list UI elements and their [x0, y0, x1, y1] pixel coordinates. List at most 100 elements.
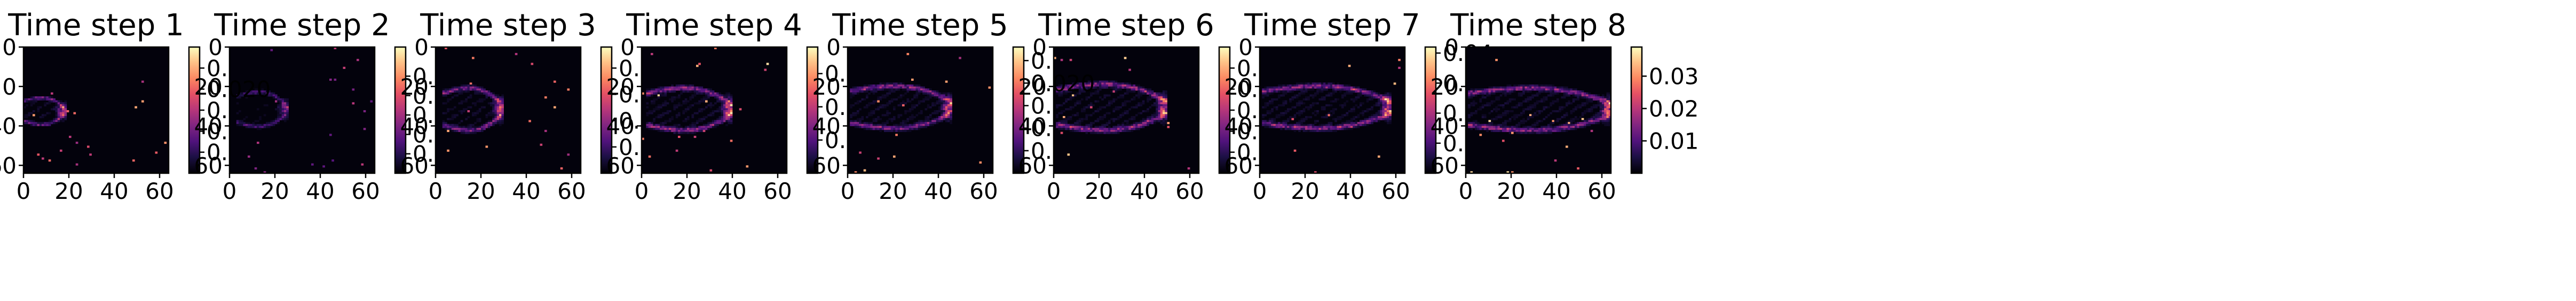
x-tick-label: 0 — [1459, 178, 1473, 204]
x-tick-label: 60 — [145, 178, 173, 204]
y-tick-label: 40 — [1018, 113, 1047, 140]
y-tick-label: 20 — [1431, 74, 1459, 100]
plot-frame — [22, 46, 170, 174]
y-tick-label: 60 — [1018, 152, 1047, 179]
heatmap-background — [230, 47, 375, 173]
x-tick-label: 20 — [673, 178, 701, 204]
colorbar-overlap-label: 0.020 — [207, 76, 271, 103]
y-tick-label: 20 — [606, 74, 635, 100]
heatmap-cells — [642, 47, 769, 172]
y-tick-label: 20 — [194, 74, 223, 100]
plot-frame — [228, 46, 376, 174]
panel-title: Time step 8 — [1450, 8, 1626, 43]
x-tick-label: 20 — [54, 178, 83, 204]
plot-frame — [641, 46, 788, 174]
colorbar — [807, 47, 818, 173]
x-tick-label: 20 — [1291, 178, 1319, 204]
panel-4: Time step 4020406002040600.0050.0100.015 — [606, 8, 889, 204]
heatmap-cells — [1468, 59, 1611, 174]
y-tick-label: 0 — [620, 34, 635, 60]
x-tick-label: 40 — [1130, 178, 1158, 204]
y-tick-label: 40 — [194, 113, 223, 140]
y-tick-label: 40 — [1431, 113, 1459, 140]
colorbar-frame — [600, 46, 613, 174]
x-tick-label: 60 — [1381, 178, 1410, 204]
x-tick-label: 0 — [1253, 178, 1267, 204]
colorbar — [601, 47, 612, 173]
y-tick-label: 0 — [1444, 34, 1459, 60]
panel-title: Time step 7 — [1244, 8, 1420, 43]
x-tick-label: 20 — [879, 178, 907, 204]
heatmap-cells — [1262, 59, 1401, 174]
plot-frame — [1465, 46, 1612, 174]
x-tick-label: 0 — [841, 178, 855, 204]
colorbar-tick-label: 0.01 — [1649, 128, 1699, 154]
y-tick-label: 20 — [400, 74, 429, 100]
x-tick-label: 40 — [306, 178, 334, 204]
x-tick-label: 60 — [1587, 178, 1616, 204]
y-tick-label: 60 — [400, 152, 429, 179]
colorbar-tick-label: 0.02 — [1649, 96, 1699, 122]
colorbar — [189, 47, 200, 173]
colorbar — [1013, 47, 1024, 173]
heatmap-cells — [236, 47, 373, 174]
y-tick-label: 40 — [0, 113, 17, 140]
x-tick-label: 60 — [1175, 178, 1204, 204]
y-tick-label: 20 — [1018, 74, 1047, 100]
plot-frame — [434, 46, 582, 174]
colorbar-overlap-label: 0.020 — [1031, 70, 1095, 96]
plot-frame — [1053, 46, 1200, 174]
y-tick-label: 60 — [606, 152, 635, 179]
x-tick-label: 0 — [429, 178, 443, 204]
y-tick-label: 40 — [606, 113, 635, 140]
x-tick-label: 40 — [100, 178, 128, 204]
panel-title: Time step 1 — [7, 8, 184, 43]
y-tick-label: 60 — [1431, 152, 1459, 179]
panel-title: Time step 5 — [832, 8, 1008, 43]
colorbar-frame — [1630, 46, 1643, 174]
panel-title: Time step 6 — [1038, 8, 1214, 43]
x-tick-label: 20 — [467, 178, 495, 204]
colorbar-tick-label: 0.03 — [1649, 63, 1699, 89]
panel-title: Time step 4 — [626, 8, 802, 43]
x-tick-label: 60 — [351, 178, 380, 204]
colorbar-frame — [1012, 46, 1025, 174]
heatmap-cells — [850, 53, 991, 174]
y-tick-label: 40 — [400, 113, 429, 140]
x-tick-label: 20 — [1497, 178, 1525, 204]
y-tick-label: 0 — [208, 34, 223, 60]
y-tick-label: 0 — [826, 34, 841, 60]
x-tick-label: 40 — [1542, 178, 1570, 204]
colorbar-frame — [1424, 46, 1437, 174]
x-tick-label: 60 — [969, 178, 998, 204]
y-tick-label: 20 — [812, 74, 841, 100]
heatmap-cells — [23, 80, 167, 166]
plot-frame — [1259, 46, 1406, 174]
y-tick-label: 20 — [1224, 74, 1253, 100]
x-tick-label: 40 — [1336, 178, 1364, 204]
y-tick-label: 0 — [1032, 34, 1047, 60]
y-tick-label: 60 — [1224, 152, 1253, 179]
x-tick-label: 40 — [718, 178, 746, 204]
y-tick-label: 0 — [1238, 34, 1253, 60]
x-tick-label: 0 — [635, 178, 649, 204]
panel-2: Time step 2020406002040600.010.020.030.0… — [194, 8, 463, 204]
colorbar — [395, 47, 406, 173]
panel-title: Time step 2 — [214, 8, 390, 43]
y-tick-label: 40 — [812, 113, 841, 140]
plot-frame — [847, 46, 994, 174]
heatmap-background — [436, 47, 581, 173]
y-tick-label: 60 — [0, 152, 17, 179]
colorbar — [1219, 47, 1230, 173]
heatmap-cells — [1054, 57, 1190, 170]
x-tick-label: 20 — [260, 178, 289, 204]
x-tick-label: 40 — [924, 178, 952, 204]
y-tick-label: 60 — [812, 152, 841, 179]
x-tick-label: 0 — [1047, 178, 1061, 204]
x-tick-label: 0 — [223, 178, 237, 204]
heatmap-background — [23, 47, 169, 173]
heatmap-cells — [442, 47, 570, 170]
y-tick-label: 0 — [414, 34, 429, 60]
